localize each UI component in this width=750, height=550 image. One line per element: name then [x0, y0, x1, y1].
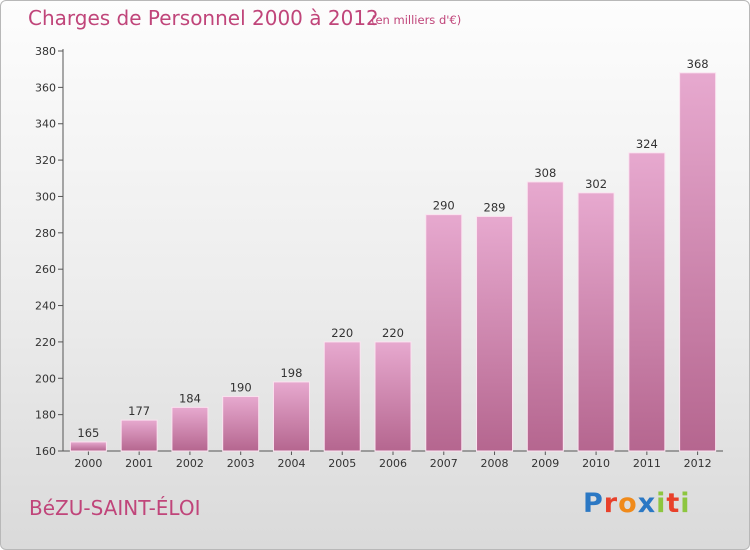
bar-value-label: 190	[230, 380, 252, 394]
y-tick-label: 300	[35, 190, 56, 203]
bar	[425, 214, 463, 452]
logo-letter: r	[603, 488, 619, 519]
commune-name: BéZU-SAINT-ÉLOI	[29, 496, 201, 520]
bar	[476, 215, 514, 452]
x-tick-label: 2000	[74, 457, 102, 470]
y-tick-label: 360	[35, 81, 56, 94]
bar	[120, 419, 158, 452]
y-tick-label: 280	[35, 227, 56, 240]
x-tick-label: 2005	[328, 457, 356, 470]
bar	[171, 406, 209, 452]
bar-value-label: 198	[280, 366, 302, 380]
bar-value-label: 184	[179, 391, 201, 405]
bar-value-label: 220	[382, 326, 404, 340]
bar-labels: 165 177 184 190 198 220 220 290 289 308 302 324 368	[77, 57, 708, 440]
bar	[222, 395, 260, 452]
x-tick-label: 2004	[277, 457, 305, 470]
y-tick-label: 320	[35, 154, 56, 167]
chart-title: Charges de Personnel 2000 à 2012	[28, 6, 379, 30]
bar-value-label: 165	[77, 426, 99, 440]
bar-value-label: 308	[534, 166, 556, 180]
logo-letter: t	[666, 488, 681, 519]
x-tick-label: 2011	[633, 457, 661, 470]
bar-value-label: 368	[687, 57, 709, 71]
bar	[526, 181, 564, 452]
y-tick-label: 160	[35, 445, 56, 458]
y-tick-label: 380	[35, 45, 56, 58]
y-axis: 160 180 200 220 240 260 280 300 320 340 360 380	[35, 45, 64, 458]
y-tick-label: 340	[35, 118, 56, 131]
bar	[679, 72, 717, 452]
x-tick-label: 2009	[531, 457, 559, 470]
bar-value-label: 289	[484, 200, 506, 214]
x-tick-label: 2003	[227, 457, 255, 470]
bar-value-label: 324	[636, 137, 658, 151]
x-axis: 2000 2001 2002 2003 2004 2005 2006 2007 2008 2009…	[63, 450, 723, 470]
x-tick-label: 2001	[125, 457, 153, 470]
y-tick-label: 220	[35, 336, 56, 349]
bar-value-label: 290	[433, 199, 455, 213]
logo-letter: o	[618, 488, 638, 519]
bar-value-label: 220	[331, 326, 353, 340]
bar-value-label: 302	[585, 177, 607, 191]
x-tick-label: 2010	[582, 457, 610, 470]
y-tick-label: 200	[35, 372, 56, 385]
bar	[374, 341, 412, 452]
x-tick-label: 2008	[481, 457, 509, 470]
logo-letter: P	[583, 488, 604, 519]
y-tick-label: 180	[35, 409, 56, 422]
bar-value-label: 177	[128, 404, 150, 418]
chart-subtitle: (en milliers d'€)	[371, 13, 462, 27]
logo-letter: x	[637, 488, 657, 519]
x-tick-label: 2012	[684, 457, 712, 470]
bar	[272, 381, 310, 452]
proxiti-logo[interactable]: Proxiti	[583, 488, 691, 519]
bars	[69, 72, 717, 452]
logo-letter: i	[680, 488, 691, 519]
y-tick-label: 260	[35, 263, 56, 276]
bar	[69, 441, 107, 452]
logo-letter: i	[656, 488, 667, 519]
bar	[323, 341, 361, 452]
x-tick-label: 2006	[379, 457, 407, 470]
y-tick-label: 240	[35, 300, 56, 313]
x-tick-label: 2007	[430, 457, 458, 470]
x-tick-label: 2002	[176, 457, 204, 470]
bar	[628, 152, 666, 452]
bar	[577, 192, 615, 452]
